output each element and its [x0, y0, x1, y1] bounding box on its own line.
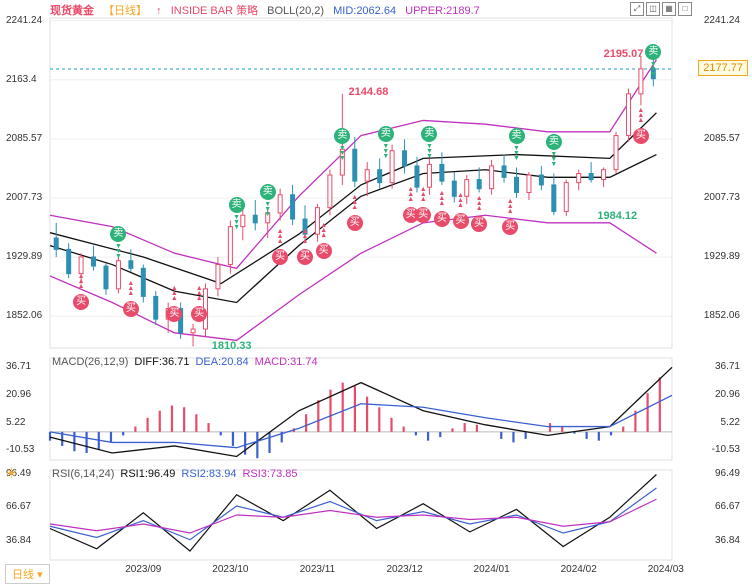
arrow-icon: ▼▼▼	[115, 244, 122, 259]
arrow-icon: ▲▲▲	[457, 193, 464, 208]
sell-marker: 卖	[509, 128, 525, 144]
arrow-icon: ▲▲▲	[476, 196, 483, 211]
arrow-icon: ▲▲▲	[196, 286, 203, 301]
buy-marker: 买	[434, 211, 450, 227]
buy-marker: 买	[123, 301, 139, 317]
ytick: -10.53	[712, 444, 740, 455]
arrow-icon: ▼▼▼	[233, 215, 240, 230]
arrow-icon: ▼▼▼	[339, 146, 346, 161]
sell-marker: 卖	[421, 126, 437, 142]
arrow-icon: ▼▼▼	[550, 152, 557, 167]
ytick: 36.84	[715, 535, 740, 546]
ytick: 1852.06	[704, 310, 740, 321]
arrow-icon: ▼▼▼	[650, 62, 657, 77]
sell-marker: 卖	[378, 126, 394, 142]
xtick: 2024/02	[561, 564, 597, 575]
ytick: 5.22	[721, 417, 740, 428]
ytick: 2241.24	[704, 15, 740, 26]
price-annotation: 1984.12	[597, 210, 637, 222]
buy-marker: 买	[633, 128, 649, 144]
buy-marker: 买	[415, 207, 431, 223]
arrow-icon: ▼▼▼	[426, 144, 433, 159]
sub-legend: MACD(26,12,9)DIFF:36.71DEA:20.84MACD:31.…	[52, 356, 324, 368]
xtick: 2023/09	[125, 564, 161, 575]
ytick: 1852.06	[6, 310, 42, 321]
xtick: 2023/10	[212, 564, 248, 575]
ytick: 1929.89	[704, 251, 740, 262]
sell-marker: 卖	[260, 184, 276, 200]
ytick: 2241.24	[6, 15, 42, 26]
price-annotation: 1810.33	[212, 340, 252, 352]
sub-legend: RSI(6,14,24)RSI1:96.49RSI2:83.94RSI3:73.…	[52, 468, 304, 480]
sell-marker: 卖	[546, 134, 562, 150]
sell-marker: 卖	[229, 197, 245, 213]
arrow-icon: ▲▲▲	[277, 229, 284, 244]
buy-marker: 买	[502, 219, 518, 235]
xtick: 2024/01	[474, 564, 510, 575]
ytick: 2007.73	[704, 192, 740, 203]
arrow-icon: ▲▲▲	[127, 281, 134, 296]
arrow-icon: ▲▲▲	[320, 223, 327, 238]
arrow-icon: ▲▲▲	[302, 229, 309, 244]
arrow-icon: ▲▲▲	[78, 274, 85, 289]
ytick: 2163.4	[6, 74, 37, 85]
arrow-icon: ▼▼▼	[513, 146, 520, 161]
buy-marker: 买	[453, 213, 469, 229]
ytick: 36.71	[6, 361, 31, 372]
arrow-icon: ▲▲▲	[637, 108, 644, 123]
price-annotation: 2195.07	[604, 48, 644, 60]
xtick: 2023/11	[300, 564, 335, 575]
arrow-icon: ▲▲▲	[171, 286, 178, 301]
ytick: 36.84	[6, 535, 31, 546]
buy-marker: 买	[73, 294, 89, 310]
arrow-icon: ▲▲▲	[507, 199, 514, 214]
arrow-icon: ▲▲▲	[420, 187, 427, 202]
buy-marker: 买	[347, 215, 363, 231]
ytick: 2085.57	[6, 133, 42, 144]
buy-marker: 买	[191, 306, 207, 322]
sell-marker: 卖	[334, 128, 350, 144]
price-callout: 2177.77	[698, 60, 748, 76]
xtick: 2024/03	[648, 564, 684, 575]
ytick: 36.71	[715, 361, 740, 372]
buy-marker: 买	[316, 243, 332, 259]
ytick: -10.53	[6, 444, 34, 455]
ytick: 66.67	[715, 501, 740, 512]
buy-marker: 买	[471, 216, 487, 232]
ytick: 20.96	[6, 389, 31, 400]
arrow-icon: ▲▲▲	[438, 191, 445, 206]
timeframe-selector[interactable]: 日线 ▾	[5, 564, 50, 584]
arrow-icon: ▲▲▲	[407, 187, 414, 202]
arrow-icon: ▼▼▼	[382, 144, 389, 159]
sell-marker: 卖	[110, 226, 126, 242]
sun-icon: ☀	[5, 465, 18, 482]
buy-marker: 买	[272, 249, 288, 265]
price-annotation: 2144.68	[349, 86, 389, 98]
ytick: 2085.57	[704, 133, 740, 144]
arrow-icon: ▼▼▼	[264, 202, 271, 217]
ytick: 2007.73	[6, 192, 42, 203]
arrow-icon: ▲▲▲	[351, 195, 358, 210]
ytick: 5.22	[6, 417, 25, 428]
ytick: 96.49	[715, 468, 740, 479]
buy-marker: 买	[166, 306, 182, 322]
buy-marker: 买	[297, 249, 313, 265]
ytick: 66.67	[6, 501, 31, 512]
ytick: 1929.89	[6, 251, 42, 262]
sell-marker: 卖	[645, 44, 661, 60]
xtick: 2023/12	[386, 564, 422, 575]
ytick: 20.96	[715, 389, 740, 400]
